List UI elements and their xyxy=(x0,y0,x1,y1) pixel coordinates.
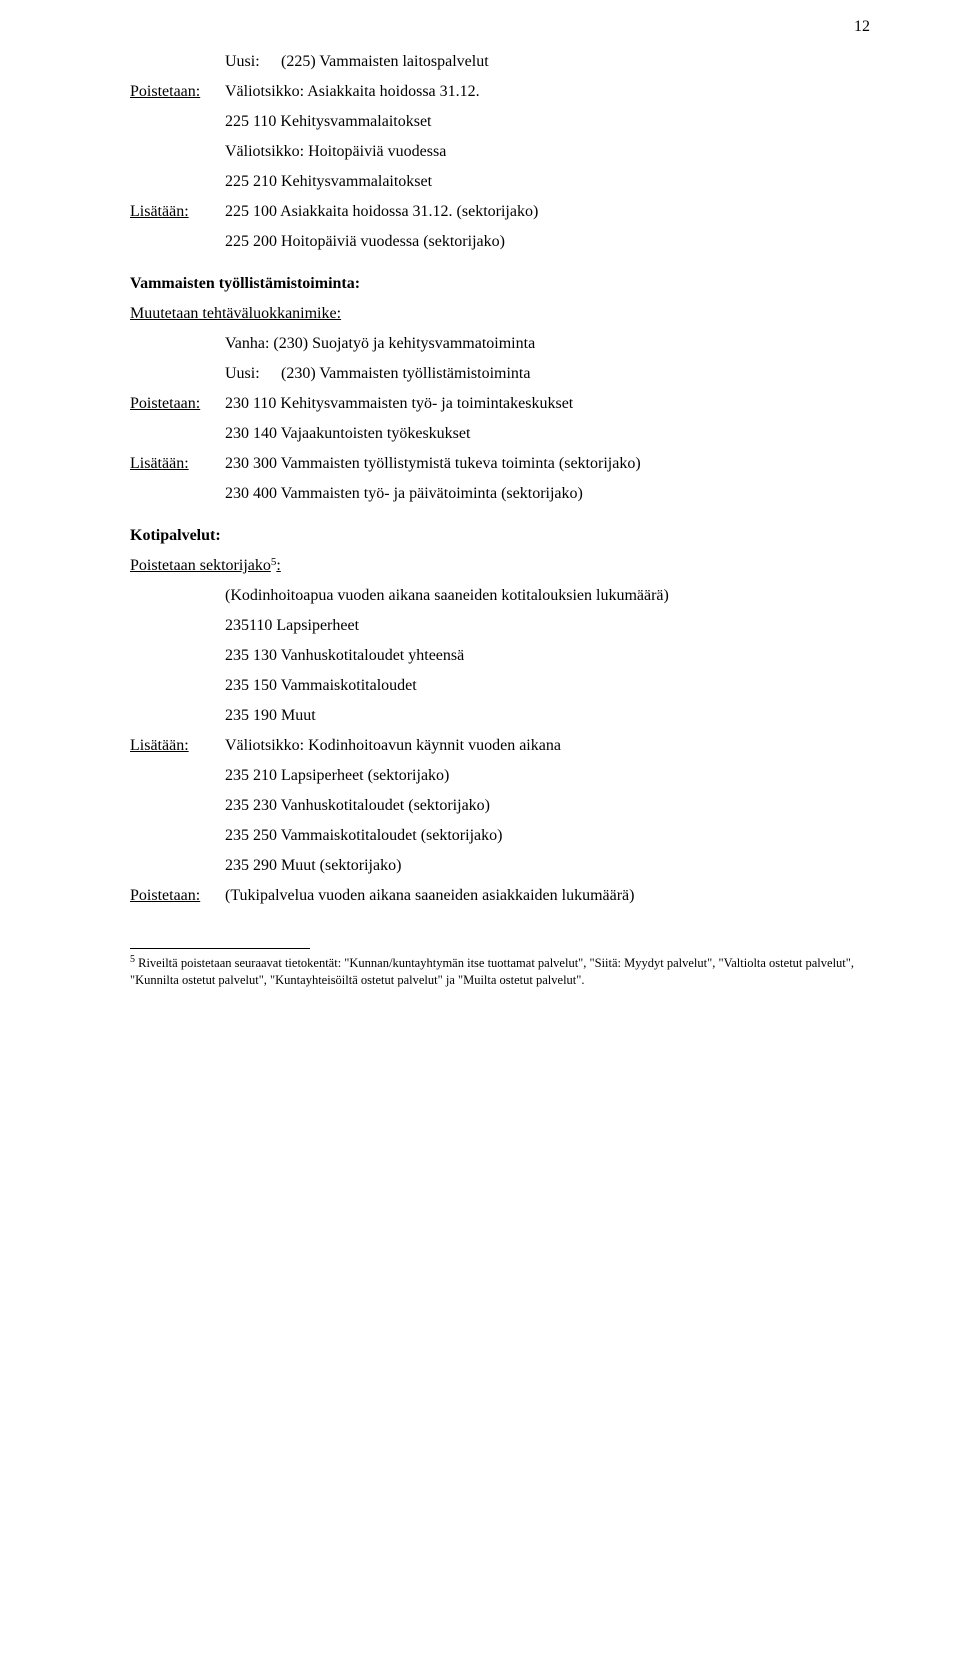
block2-vanha-uusi: Vanha: (230) Suojatyö ja kehitysvammatoi… xyxy=(225,332,870,386)
text-line: 225 200 Hoitopäiviä vuodessa (sektorijak… xyxy=(225,230,870,254)
poistetaan-label: Poistetaan: xyxy=(130,884,225,908)
text-line: 235 190 Muut xyxy=(225,704,870,728)
text-line: 235 250 Vammaiskotitaloudet (sektorijako… xyxy=(225,824,870,848)
page-container: 12 Uusi: (225) Vammaisten laitospalvelut… xyxy=(0,0,960,1029)
poistetaan-label: Poistetaan: xyxy=(130,80,225,104)
block3-heading: Kotipalvelut: xyxy=(130,524,870,548)
block3-lines-2: 235 210 Lapsiperheet (sektorijako) 235 2… xyxy=(225,764,870,878)
block1-lisataan-row: Lisätään: 225 100 Asiakkaita hoidossa 31… xyxy=(130,200,870,224)
block2-lines-2: 230 400 Vammaisten työ- ja päivätoiminta… xyxy=(225,482,870,506)
lisataan-label: Lisätään: xyxy=(130,734,225,758)
text-line: 235 210 Lapsiperheet (sektorijako) xyxy=(225,764,870,788)
uusi-label: Uusi: xyxy=(225,50,281,74)
lisataan-text: 230 300 Vammaisten työllistymistä tukeva… xyxy=(225,452,870,476)
block3-lines: (Kodinhoitoapua vuoden aikana saaneiden … xyxy=(225,584,870,728)
block3-poistetaan-row: Poistetaan: (Tukipalvelua vuoden aikana … xyxy=(130,884,870,908)
text-line: (Kodinhoitoapua vuoden aikana saaneiden … xyxy=(225,584,870,608)
block2-lines: 230 140 Vajaakuntoisten työkeskukset xyxy=(225,422,870,446)
uusi-text: (230) Vammaisten työllistämistoiminta xyxy=(281,362,530,386)
lisataan-label: Lisätään: xyxy=(130,452,225,476)
poistetaan-text: (Tukipalvelua vuoden aikana saaneiden as… xyxy=(225,884,870,908)
block2-subheading: Muutetaan tehtäväluokkanimike: xyxy=(130,302,870,326)
text-line: 235 130 Vanhuskotitaloudet yhteensä xyxy=(225,644,870,668)
text-line: 235 230 Vanhuskotitaloudet (sektorijako) xyxy=(225,794,870,818)
text-line: Väliotsikko: Hoitopäiviä vuodessa xyxy=(225,140,870,164)
block3-subheading-row: Poistetaan sektorijako5: xyxy=(130,554,870,578)
colon: : xyxy=(276,554,280,578)
text-line: 230 140 Vajaakuntoisten työkeskukset xyxy=(225,422,870,446)
lisataan-text: Väliotsikko: Kodinhoitoavun käynnit vuod… xyxy=(225,734,870,758)
footnote: 5 Riveiltä poistetaan seuraavat tietoken… xyxy=(130,953,870,989)
text-line: 235 290 Muut (sektorijako) xyxy=(225,854,870,878)
footnote-text: Riveiltä poistetaan seuraavat tietokentä… xyxy=(130,956,854,987)
lisataan-label: Lisätään: xyxy=(130,200,225,224)
vanha-line: Vanha: (230) Suojatyö ja kehitysvammatoi… xyxy=(225,332,870,356)
text-line: 235110 Lapsiperheet xyxy=(225,614,870,638)
text-line: 225 210 Kehitysvammalaitokset xyxy=(225,170,870,194)
text-line: 225 110 Kehitysvammalaitokset xyxy=(225,110,870,134)
page-number: 12 xyxy=(854,18,870,36)
poistetaan-text: 230 110 Kehitysvammaisten työ- ja toimin… xyxy=(225,392,870,416)
block2-lisataan-row: Lisätään: 230 300 Vammaisten työllistymi… xyxy=(130,452,870,476)
uusi-text: (225) Vammaisten laitospalvelut xyxy=(281,50,489,74)
block3-subheading: Poistetaan sektorijako xyxy=(130,554,271,578)
poistetaan-label: Poistetaan: xyxy=(130,392,225,416)
lisataan-text: 225 100 Asiakkaita hoidossa 31.12. (sekt… xyxy=(225,200,870,224)
uusi-label: Uusi: xyxy=(225,362,281,386)
block2-heading: Vammaisten työllistämistoiminta: xyxy=(130,272,870,296)
block1-lines-2: 225 200 Hoitopäiviä vuodessa (sektorijak… xyxy=(225,230,870,254)
poistetaan-text: Väliotsikko: Asiakkaita hoidossa 31.12. xyxy=(225,80,870,104)
block1-uusi-row: Uusi: (225) Vammaisten laitospalvelut xyxy=(225,50,870,74)
block1-poistetaan-row: Poistetaan: Väliotsikko: Asiakkaita hoid… xyxy=(130,80,870,104)
block3-lisataan-row: Lisätään: Väliotsikko: Kodinhoitoavun kä… xyxy=(130,734,870,758)
block2-poistetaan-row: Poistetaan: 230 110 Kehitysvammaisten ty… xyxy=(130,392,870,416)
text-line: 235 150 Vammaiskotitaloudet xyxy=(225,674,870,698)
footnote-separator xyxy=(130,948,310,949)
block1-lines: 225 110 Kehitysvammalaitokset Väliotsikk… xyxy=(225,110,870,194)
text-line: 230 400 Vammaisten työ- ja päivätoiminta… xyxy=(225,482,870,506)
